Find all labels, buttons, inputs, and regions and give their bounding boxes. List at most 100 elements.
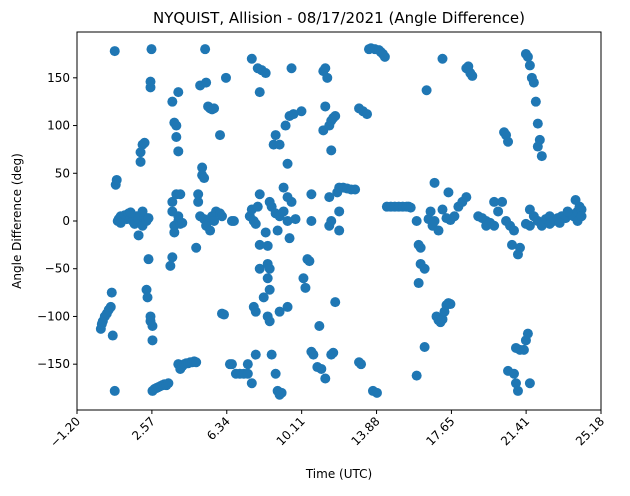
- data-point: [449, 211, 460, 222]
- data-point: [536, 151, 547, 162]
- data-point: [262, 240, 273, 251]
- x-tick-label: 13.88: [348, 414, 382, 448]
- data-point: [326, 216, 337, 226]
- data-point: [147, 335, 158, 346]
- data-point: [109, 46, 120, 57]
- data-point: [524, 60, 535, 71]
- x-tick-label: 17.65: [423, 414, 457, 448]
- data-point: [286, 63, 297, 74]
- data-point: [171, 132, 182, 142]
- data-point: [306, 216, 317, 226]
- data-point: [264, 284, 275, 295]
- data-point: [145, 76, 156, 87]
- data-point: [503, 136, 514, 147]
- data-point: [246, 378, 257, 389]
- data-point: [171, 120, 182, 131]
- data-point: [266, 349, 277, 360]
- data-point: [135, 147, 146, 158]
- data-point: [530, 96, 541, 107]
- data-point: [173, 146, 184, 157]
- data-point: [282, 301, 293, 312]
- data-point: [512, 385, 523, 396]
- data-point: [320, 101, 331, 112]
- data-point: [320, 373, 331, 384]
- data-point: [264, 316, 275, 327]
- data-point: [262, 273, 273, 284]
- data-point: [308, 349, 319, 360]
- data-point: [254, 189, 265, 200]
- data-point: [445, 299, 456, 310]
- data-point: [518, 344, 529, 355]
- data-point: [254, 87, 265, 98]
- data-point: [272, 225, 283, 236]
- data-point: [260, 227, 271, 238]
- data-point: [437, 204, 448, 215]
- data-point: [191, 357, 202, 368]
- data-point: [528, 77, 539, 88]
- data-point: [218, 309, 229, 320]
- chart-title: NYQUIST, Allision - 08/17/2021 (Angle Di…: [153, 9, 525, 27]
- data-point: [554, 217, 565, 228]
- data-point: [489, 196, 500, 207]
- data-point: [274, 139, 285, 150]
- data-point: [316, 363, 327, 374]
- data-point: [252, 201, 263, 212]
- data-point: [322, 72, 333, 83]
- data-point: [167, 252, 178, 263]
- data-point: [270, 368, 281, 379]
- data-point: [481, 220, 492, 231]
- data-point: [415, 242, 426, 253]
- data-point: [246, 53, 257, 64]
- x-tick-label: 25.18: [573, 414, 607, 448]
- data-point: [282, 216, 293, 226]
- data-point: [570, 195, 581, 205]
- data-point: [137, 206, 148, 217]
- data-point: [169, 227, 180, 238]
- data-point: [300, 282, 311, 293]
- data-point: [443, 187, 454, 198]
- data-point: [413, 278, 424, 289]
- x-tick-label: 10.11: [274, 414, 308, 448]
- data-point: [220, 72, 231, 83]
- data-point: [250, 306, 261, 317]
- data-point: [288, 109, 299, 120]
- data-point: [264, 263, 275, 274]
- data-point: [562, 206, 573, 217]
- data-point: [280, 120, 291, 131]
- data-point: [433, 225, 444, 236]
- data-point: [514, 242, 525, 253]
- data-point: [197, 162, 208, 173]
- data-point: [201, 77, 212, 88]
- data-point: [258, 292, 269, 303]
- data-point: [350, 184, 361, 195]
- data-point: [532, 118, 543, 129]
- data-point: [209, 103, 220, 114]
- data-point: [314, 321, 325, 331]
- data-point: [270, 130, 281, 141]
- data-point: [419, 263, 430, 274]
- data-point: [497, 196, 508, 207]
- data-point: [125, 207, 136, 218]
- data-point: [106, 287, 117, 298]
- data-point: [522, 51, 533, 62]
- data-point: [139, 137, 150, 148]
- data-point: [306, 189, 317, 200]
- data-point: [209, 216, 220, 226]
- data-point: [425, 206, 436, 217]
- y-axis: −150 −100 −50 0 50 100 150: [37, 71, 77, 371]
- data-point: [109, 385, 120, 396]
- data-point: [205, 225, 216, 236]
- data-point: [254, 263, 265, 274]
- data-point: [141, 284, 152, 295]
- x-tick-label: 6.34: [204, 414, 233, 443]
- data-point: [200, 44, 211, 55]
- y-axis-label: Angle Difference (deg): [10, 153, 24, 289]
- data-point: [493, 206, 504, 217]
- x-axis-label: Time (UTC): [305, 467, 372, 481]
- data-point: [217, 211, 227, 222]
- data-point: [143, 254, 154, 265]
- data-point: [356, 359, 367, 370]
- data-point: [522, 328, 533, 339]
- data-point: [320, 63, 331, 74]
- data-point: [107, 330, 118, 341]
